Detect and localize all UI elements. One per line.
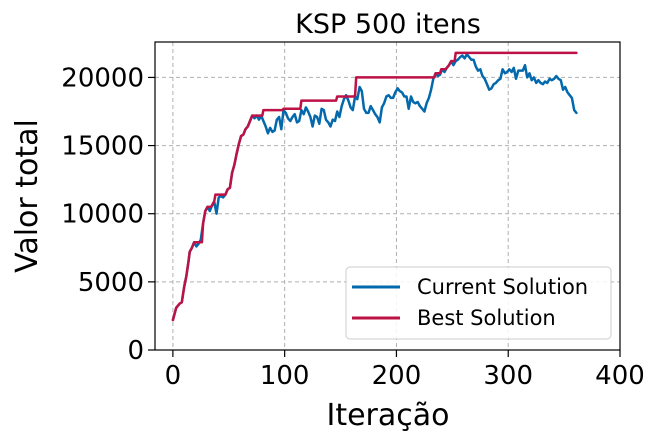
x-tick-label: 100 xyxy=(260,361,310,391)
y-tick-label: 20000 xyxy=(61,63,144,93)
chart-title: KSP 500 itens xyxy=(295,9,481,40)
legend-label-best: Best Solution xyxy=(417,306,556,330)
legend: Current Solution Best Solution xyxy=(345,266,612,340)
series-line-best-solution xyxy=(171,51,578,322)
y-axis-label: Valor total xyxy=(10,119,45,273)
x-tick-label: 400 xyxy=(595,361,645,391)
y-axis-ticks: 0 5000 10000 15000 20000 xyxy=(61,63,155,366)
legend-label-current: Current Solution xyxy=(417,275,588,299)
y-tick-label: 5000 xyxy=(78,268,144,298)
x-axis-label: Iteração xyxy=(326,398,449,433)
x-tick-label: 200 xyxy=(372,361,422,391)
legend-box xyxy=(345,266,612,340)
series-group xyxy=(171,51,578,322)
x-axis-ticks: 0 100 200 300 400 xyxy=(165,350,645,391)
y-tick-label: 15000 xyxy=(61,132,144,162)
x-tick-label: 0 xyxy=(165,361,182,391)
y-tick-label: 10000 xyxy=(61,200,144,230)
y-tick-label: 0 xyxy=(127,336,144,366)
plot-frame xyxy=(154,41,621,351)
x-tick-label: 300 xyxy=(483,361,533,391)
